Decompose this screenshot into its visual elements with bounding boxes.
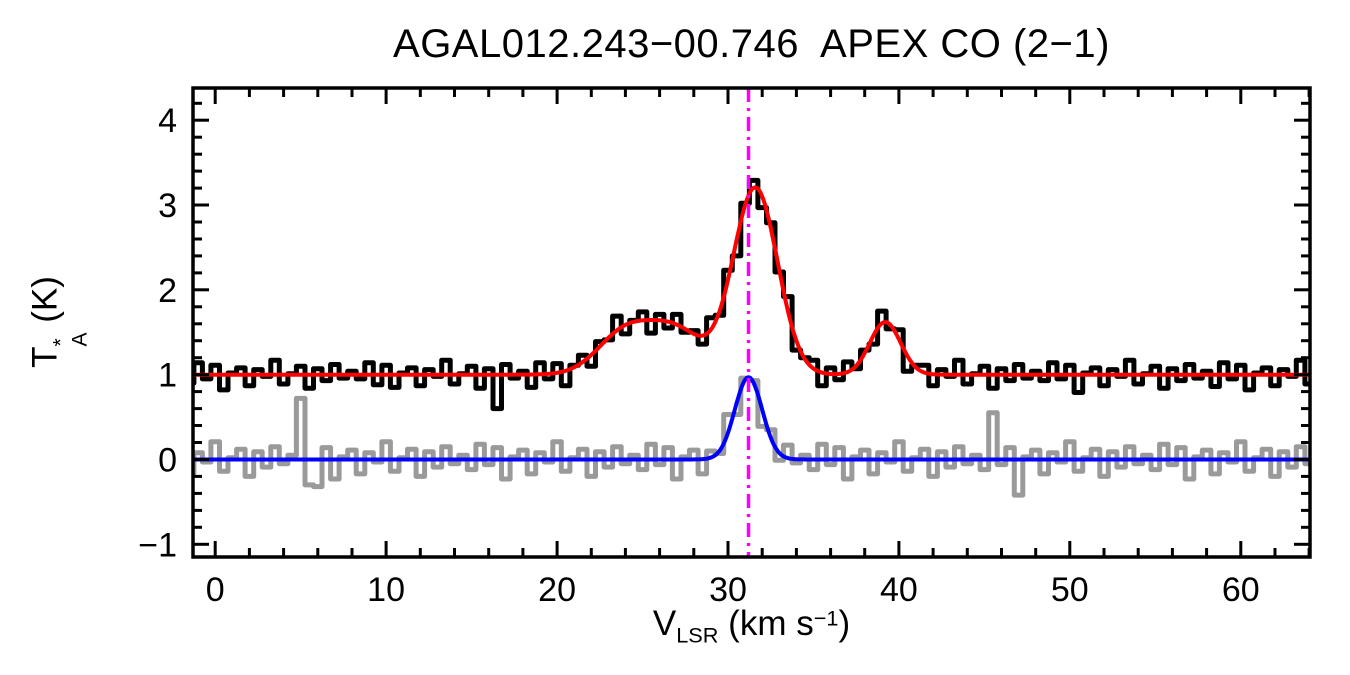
x-axis-label: VLSR (km s−1) <box>193 604 1310 649</box>
tick-labels: 0 10 20 30 40 50 60 −1 0 1 2 3 4 <box>138 102 1259 609</box>
x-label-sub: LSR <box>676 622 719 648</box>
y-axis-label: T * A (K) <box>25 276 92 368</box>
svg-text:3: 3 <box>158 187 177 225</box>
svg-text:30: 30 <box>709 571 747 609</box>
svg-text:20: 20 <box>538 571 576 609</box>
y-label-supsub: * A <box>48 332 92 347</box>
component-fit-series <box>193 375 1310 462</box>
svg-text:40: 40 <box>880 571 918 609</box>
total-fit-series <box>193 185 1310 377</box>
x-label-mid: (km s <box>718 604 814 643</box>
svg-text:10: 10 <box>367 571 405 609</box>
svg-text:4: 4 <box>158 102 177 140</box>
plot-frame <box>191 86 1312 559</box>
x-label-sup: −1 <box>813 605 839 631</box>
svg-text:2: 2 <box>158 272 177 310</box>
svg-text:50: 50 <box>1051 571 1089 609</box>
y-label-unit: (K) <box>25 276 65 333</box>
x-label-end: ) <box>838 604 851 643</box>
svg-text:−1: −1 <box>138 526 177 564</box>
svg-text:0: 0 <box>206 571 225 609</box>
svg-text:60: 60 <box>1222 571 1260 609</box>
residual-spectrum-series <box>193 375 1310 498</box>
x-label-base: V <box>652 604 677 643</box>
y-label-base: T <box>25 346 65 368</box>
svg-text:1: 1 <box>158 357 177 395</box>
svg-text:0: 0 <box>158 442 177 480</box>
plot-title: AGAL012.243−00.746 APEX CO (2−1) <box>393 22 1110 66</box>
axis-ticks <box>193 88 1311 557</box>
